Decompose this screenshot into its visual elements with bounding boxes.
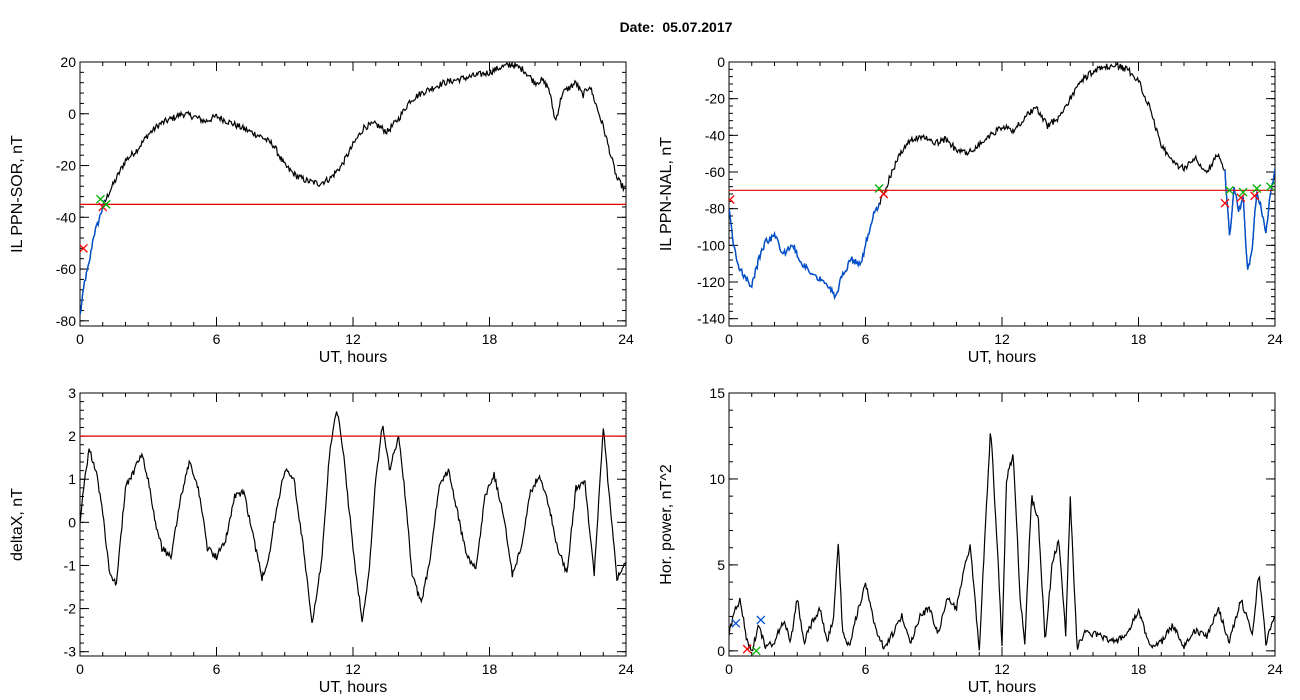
y-axis-label: IL PPN-NAL, nT — [658, 137, 675, 251]
y-tick-label: -120 — [697, 274, 725, 290]
y-tick-label: 0 — [68, 106, 76, 122]
plot-frame — [728, 61, 1276, 327]
event-marker — [756, 615, 766, 625]
y-tick-label: -1 — [64, 557, 77, 573]
plot-area — [80, 62, 626, 315]
highlighted-segment — [80, 200, 106, 315]
event-marker — [1250, 191, 1259, 201]
series-line — [80, 411, 626, 623]
chart-panel-2: 0 6 12 18 24 -140 -120 -100 -80 -60 -40 -20 0 UT, hou… — [658, 54, 1283, 366]
event-marker — [731, 618, 741, 628]
x-tick-label: 18 — [482, 331, 498, 347]
x-tick-label: 24 — [618, 331, 634, 347]
y-tick-label: 2 — [68, 428, 76, 444]
y-tick-label: -3 — [64, 644, 77, 660]
event-marker — [1220, 198, 1230, 208]
x-tick-label: 12 — [994, 331, 1010, 347]
series-line — [729, 62, 1275, 300]
x-tick-label: 6 — [213, 661, 221, 677]
highlighted-segment — [1224, 168, 1275, 270]
x-tick-label: 12 — [345, 331, 361, 347]
x-tick-label: 6 — [862, 661, 870, 677]
y-tick-label: -60 — [56, 261, 76, 277]
x-tick-label: 0 — [725, 661, 733, 677]
x-tick-label: 0 — [76, 331, 84, 347]
event-marker — [742, 644, 752, 654]
y-axis-label: deltaX, nT — [9, 488, 26, 561]
y-tick-label: 3 — [68, 385, 76, 401]
plot-area — [729, 62, 1275, 301]
y-tick-label: 20 — [60, 54, 76, 70]
x-tick-label: 18 — [482, 661, 498, 677]
highlighted-segment — [729, 203, 880, 301]
chart-panel-4: 0 6 12 18 24 0 5 10 15 UT, hours Hor. power, nT^2 — [658, 385, 1283, 696]
x-tick-label: 24 — [1267, 661, 1283, 677]
event-marker — [729, 195, 735, 204]
x-tick-label: 24 — [618, 661, 634, 677]
x-tick-label: 6 — [213, 331, 221, 347]
x-axis-label: UT, hours — [968, 349, 1036, 366]
y-tick-label: -2 — [64, 601, 77, 617]
y-tick-label: 0 — [717, 643, 725, 659]
event-marker — [879, 189, 889, 199]
x-tick-label: 12 — [345, 661, 361, 677]
figure-title: Date: 05.07.2017 — [619, 19, 733, 35]
series-line — [729, 433, 1275, 652]
y-tick-label: -40 — [56, 209, 76, 225]
x-tick-label: 0 — [76, 661, 84, 677]
plot-frame — [79, 61, 627, 327]
event-marker — [80, 243, 88, 253]
x-axis-label: UT, hours — [319, 349, 387, 366]
x-tick-label: 24 — [1267, 331, 1283, 347]
y-tick-label: -40 — [705, 127, 725, 143]
y-tick-label: 1 — [68, 471, 76, 487]
plot-frame — [728, 392, 1276, 657]
x-axis-label: UT, hours — [968, 679, 1036, 696]
y-tick-label: 10 — [709, 471, 725, 487]
x-tick-label: 18 — [1131, 331, 1147, 347]
event-marker — [874, 184, 884, 193]
event-marker — [1225, 185, 1234, 195]
x-tick-label: 12 — [994, 661, 1010, 677]
y-tick-label: -80 — [705, 201, 725, 217]
plot-frame — [79, 392, 627, 657]
plot-area — [80, 411, 626, 623]
y-tick-label: -140 — [697, 311, 725, 327]
series-line — [80, 62, 626, 315]
event-marker — [1236, 193, 1246, 203]
event-marker — [101, 199, 111, 209]
event-marker — [751, 646, 761, 656]
plot-area — [729, 433, 1275, 656]
event-marker — [1238, 187, 1248, 197]
chart-panel-1: 0 6 12 18 24 -80 -60 -40 -20 0 20 UT, hours IL PPN-S… — [9, 54, 634, 366]
x-tick-label: 18 — [1131, 661, 1147, 677]
y-tick-label: -20 — [56, 158, 76, 174]
x-tick-label: 6 — [862, 331, 870, 347]
y-tick-label: -20 — [705, 91, 725, 107]
event-marker — [1265, 182, 1275, 192]
y-tick-label: -80 — [56, 313, 76, 329]
y-tick-label: 0 — [717, 54, 725, 70]
y-tick-label: -100 — [697, 237, 725, 253]
event-marker — [1252, 184, 1262, 193]
x-tick-label: 0 — [725, 331, 733, 347]
y-tick-label: -60 — [705, 164, 725, 180]
y-tick-label: 15 — [709, 385, 725, 401]
x-axis-label: UT, hours — [319, 679, 387, 696]
y-axis-label: IL PPN-SOR, nT — [9, 135, 26, 253]
y-tick-label: 5 — [717, 557, 725, 573]
y-tick-label: 0 — [68, 514, 76, 530]
y-axis-label: Hor. power, nT^2 — [658, 464, 675, 585]
